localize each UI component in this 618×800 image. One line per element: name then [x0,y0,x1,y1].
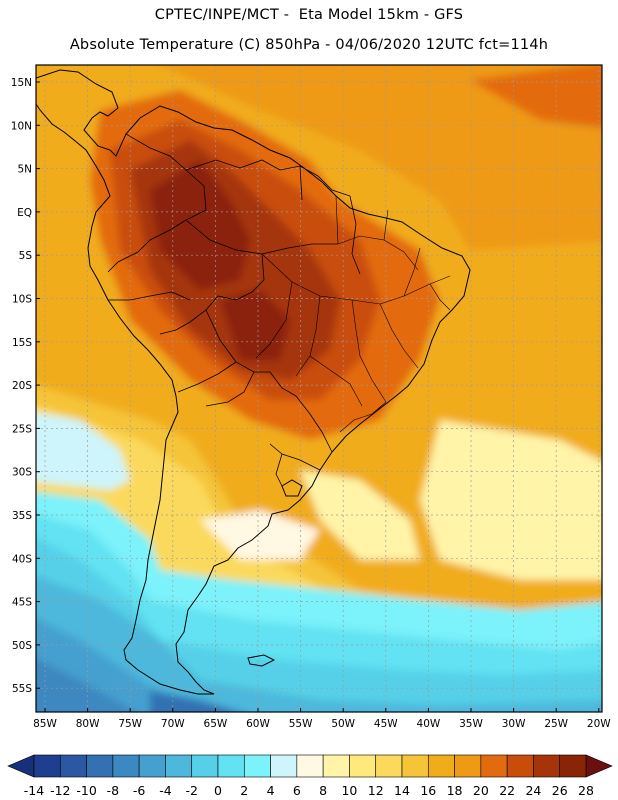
colorbar-box [480,754,508,778]
falkland-islands-outline [247,654,276,667]
lon-tick-label: 20W [587,718,611,730]
colorbar-label: -12 [50,783,70,798]
colorbar-boxes [7,754,613,778]
colorbar-label: 26 [552,783,568,798]
colorbar-box [112,754,140,778]
colorbar-box [454,754,482,778]
colorbar-label: 0 [214,783,222,798]
colorbar-label: 14 [394,783,410,798]
colorbar-label: -10 [76,783,96,798]
colorbar-box [191,754,219,778]
longitude-labels: 85W 80W 75W 70W 65W 60W 55W 50W 45W 40W 35W 30W 25W 2… [33,708,611,730]
lat-tick-label: 15N [11,77,32,89]
colorbar-low-arrow [7,754,35,778]
graticule [36,65,602,712]
colorbar-label: 6 [293,783,301,798]
lat-tick-label: EQ [17,207,32,219]
state-borders [255,195,451,433]
colorbar-label: -14 [24,783,44,798]
colorbar-box [138,754,166,778]
colorbar-box [427,754,455,778]
colorbar-box [533,754,561,778]
colorbar-label: -4 [159,783,172,798]
colorbar-label: 28 [578,783,594,798]
chart-title-line-1: CPTEC/INPE/MCT - Eta Model 15km - GFS [154,7,464,23]
colorbar-box [165,754,193,778]
lon-tick-label: 50W [331,718,355,730]
band-4-6-pacific-n [36,412,130,490]
lon-tick-label: 85W [33,718,57,730]
colorbar-label: -8 [107,783,120,798]
lat-tick-label: 10S [12,294,32,306]
colorbar-label: 8 [319,783,327,798]
lat-tick-label: 5N [17,164,32,176]
chart-title-line-2: Absolute Temperature (C) 850hPa - 04/06/… [69,37,549,53]
lon-tick-label: 60W [246,718,270,730]
lon-tick-label: 65W [204,718,228,730]
colorbar-label: -6 [133,783,146,798]
band-18-20-north [161,65,602,250]
lon-tick-label: 35W [459,718,483,730]
band-20-22-ne [470,65,602,128]
colorbar-box [86,754,114,778]
colorbar-box [375,754,403,778]
lat-tick-label: 55S [12,683,32,695]
lat-tick-label: 20S [12,380,32,392]
colorbar-label: 22 [499,783,515,798]
lat-tick-label: 50S [12,640,32,652]
lat-tick-label: 10N [11,120,32,132]
colorbar-box [243,754,271,778]
colorbar-high-arrow [585,754,613,778]
colorbar-label: -2 [185,783,197,798]
lon-tick-label: 75W [118,718,142,730]
colorbar-box [322,754,350,778]
lon-tick-label: 40W [417,718,441,730]
colorbar-label: 12 [368,783,384,798]
lon-tick-label: 80W [76,718,100,730]
latitude-labels: 15N 10N 5N EQ 5S 10S 15S 20S 25S 30S 35S 40S 45S 50S 5… [11,77,40,695]
colorbar-box [296,754,324,778]
colorbar-label: 4 [267,783,275,798]
colorbar-label: 20 [473,783,489,798]
band-26-28-chaco [220,290,290,360]
lon-tick-label: 45W [374,718,398,730]
lagoon-outline [281,479,303,497]
south-america-outline [36,69,471,695]
lon-tick-label: 25W [544,718,568,730]
lat-tick-label: 5S [19,250,33,262]
colorbar-box [59,754,87,778]
band-6-8-patagonia [200,510,320,560]
colorbar-box [559,754,587,778]
band-26-28-amazon [150,160,250,290]
band-8-10-plata [300,470,420,560]
colorbar-box [217,754,245,778]
colorbar-label: 2 [240,783,248,798]
band-minus8-minus6 [36,658,136,712]
lat-tick-label: 15S [12,337,32,349]
lat-tick-label: 30S [12,467,32,479]
lon-tick-label: 70W [161,718,185,730]
band-minus4-minus2 [36,576,602,712]
colorbar-label: 18 [447,783,463,798]
lon-tick-label: 55W [289,718,313,730]
colorbar-box [270,754,298,778]
colorbar-box [401,754,429,778]
lat-tick-label: 35S [12,510,32,522]
colorbar-box [33,754,61,778]
colorbar-box [349,754,377,778]
colorbar-labels: -14 -12 -10 -8 -6 -4 -2 0 2 4 6 8 10 12 14 16 18 20 22 24 26… [24,783,594,798]
colorbar-box [506,754,534,778]
colorbar-label: 24 [525,783,541,798]
colorbar-label: 10 [341,783,357,798]
map-frame [35,64,603,713]
lon-tick-label: 30W [502,718,526,730]
lat-tick-label: 40S [12,553,32,565]
lat-tick-label: 45S [12,597,32,609]
lat-tick-label: 25S [12,423,32,435]
colorbar-label: 16 [420,783,436,798]
